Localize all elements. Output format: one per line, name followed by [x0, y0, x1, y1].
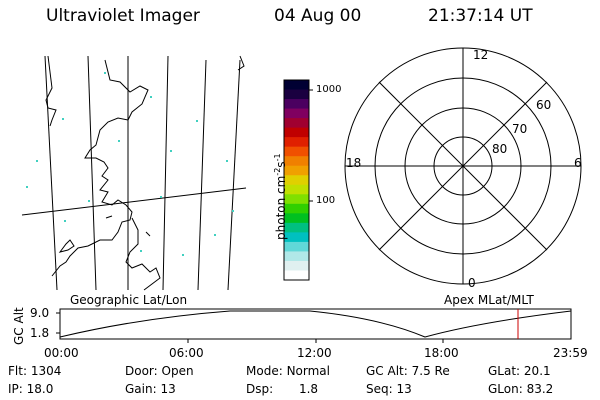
colorbar-stripe: [284, 232, 309, 243]
time-tick-1200: 12:00: [297, 346, 332, 360]
flt-info: Flt: 1304: [8, 364, 61, 378]
time-tick-0000: 00:00: [44, 346, 79, 360]
seq-value: 13: [396, 382, 412, 396]
glat-info: GLat: 20.1: [488, 364, 551, 378]
lat-label-70: 70: [512, 122, 528, 136]
alt-tick-1.8: 1.8: [30, 326, 50, 340]
colorbar-stripe: [284, 156, 309, 167]
gain-value: 13: [160, 382, 176, 396]
gcalt-info: GC Alt: 7.5 Re: [366, 364, 450, 378]
dsp-value: 1.8: [298, 382, 319, 396]
glon-info: GLon: 83.2: [488, 382, 553, 396]
colorbar-stripe: [284, 175, 309, 186]
glon-label: GLon:: [488, 382, 523, 396]
gcalt-label: GC Alt:: [366, 364, 408, 378]
mlt-label-12: 12: [473, 48, 489, 62]
date-label: 04 Aug 00: [274, 6, 362, 26]
time-tick-1800: 18:00: [424, 346, 459, 360]
door-value: Open: [161, 364, 194, 378]
mlt-label-18: 18: [346, 156, 362, 170]
seq-label: Seq:: [366, 382, 393, 396]
mode-value: Normal: [286, 364, 330, 378]
ip-value: 18.0: [26, 382, 54, 396]
instrument-title: Ultraviolet Imager: [46, 6, 200, 26]
ip-label: IP:: [8, 382, 23, 396]
glat-value: 20.1: [523, 364, 551, 378]
colorbar-stripe: [284, 184, 309, 195]
lat-label-60: 60: [536, 98, 552, 112]
mode-info: Mode: Normal: [246, 364, 330, 378]
flt-label: Flt:: [8, 364, 27, 378]
altitude-ylabel: GC Alt: [12, 307, 26, 345]
mlt-label-6: 6: [574, 156, 582, 170]
colorbar-stripe: [284, 108, 309, 119]
colorbar-stripe: [284, 80, 309, 91]
time-tick-0600: 06:00: [169, 346, 204, 360]
colorbar-tick-1000: 1000: [316, 84, 342, 95]
time-tick-2359: 23:59: [553, 346, 588, 360]
colorbar-stripe: [284, 194, 309, 205]
colorbar-stripe: [284, 260, 309, 271]
mlt-label-0: 0: [468, 276, 476, 290]
colorbar-stripe: [284, 203, 309, 214]
colorbar-stripe: [284, 165, 309, 176]
lat-label-80: 80: [492, 142, 508, 156]
gain-label: Gain:: [125, 382, 157, 396]
dsp-info: Dsp: 1.8: [246, 382, 318, 396]
colorbar-stripe: [284, 127, 309, 138]
colorbar-stripe: [284, 241, 309, 252]
alt-tick-9: 9.0: [30, 306, 50, 320]
seq-info: Seq: 13: [366, 382, 412, 396]
ip-info: IP: 18.0: [8, 382, 53, 396]
colorbar-stripe: [284, 251, 309, 262]
mode-label: Mode:: [246, 364, 283, 378]
flt-value: 1304: [30, 364, 62, 378]
colorbar-stripe: [284, 213, 309, 224]
gain-info: Gain: 13: [125, 382, 176, 396]
colorbar-tick-100: 100: [316, 195, 336, 206]
glat-label: GLat:: [488, 364, 521, 378]
glon-value: 83.2: [526, 382, 554, 396]
dsp-label: Dsp:: [246, 382, 274, 396]
colorbar-stripe: [284, 137, 309, 148]
map-right-caption: Apex MLat/MLT: [444, 293, 534, 307]
colorbar-stripe: [284, 89, 309, 100]
gcalt-value: 7.5 Re: [411, 364, 450, 378]
colorbar-stripe: [284, 99, 309, 110]
map-left-caption: Geographic Lat/Lon: [70, 293, 188, 307]
colorbar-stripe: [284, 222, 309, 233]
colorbar-stripe: [284, 118, 309, 129]
door-info: Door: Open: [125, 364, 194, 378]
door-label: Door:: [125, 364, 158, 378]
colorbar-stripe: [284, 146, 309, 157]
time-label: 21:37:14 UT: [428, 6, 533, 26]
colorbar-stripe: [284, 270, 309, 281]
